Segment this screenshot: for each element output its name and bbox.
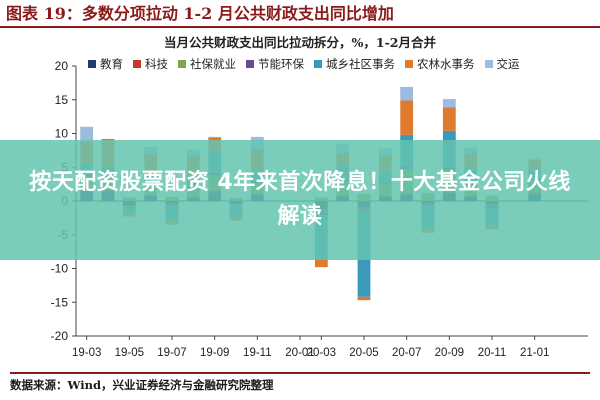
x-tick-label: 20-11: [478, 347, 507, 359]
article-banner-text[interactable]: 按天配资股票配资 4年来首次降息！十大基金公司火线解读: [29, 170, 571, 229]
x-tick-label: 19-07: [157, 347, 186, 359]
x-tick-label: 19-05: [115, 347, 144, 359]
y-tick-label: -15: [51, 295, 69, 309]
bar-segment: [80, 126, 94, 142]
legend-swatch: [484, 60, 493, 68]
bar-segment: [314, 259, 328, 268]
legend-label: 城乡社区事务: [326, 57, 395, 71]
x-tick-label: 19-03: [72, 347, 101, 359]
legend-item-4: 城乡社区事务: [314, 56, 395, 72]
legend-swatch: [178, 60, 186, 68]
figure-title: 图表 19：多数分项拉动 1-2 月公共财政支出同比增加: [0, 0, 600, 28]
article-banner-overlay[interactable]: 按天配资股票配资 4年来首次降息！十大基金公司火线解读: [0, 140, 600, 260]
x-tick-label: 20-09: [435, 347, 464, 359]
legend-swatch: [405, 60, 413, 68]
legend-swatch: [88, 60, 96, 68]
figure-source: 数据来源：Wind，兴业证券经济与金融研究院整理: [10, 372, 590, 398]
legend-item-6: 交运: [484, 56, 520, 72]
legend-swatch: [314, 60, 322, 68]
y-tick-label: 10: [55, 127, 69, 141]
legend-label: 社保就业: [190, 57, 236, 71]
y-tick-label: 15: [55, 93, 69, 107]
bar-segment: [400, 86, 414, 101]
legend-item-0: 教育: [88, 56, 123, 72]
legend-swatch: [133, 60, 141, 68]
legend-swatch: [246, 60, 254, 68]
x-tick-label: 20-01: [285, 347, 314, 359]
legend-item-2: 社保就业: [178, 56, 236, 72]
chart-title: 当月公共财政支出同比拉动拆分，%，1-2月合并: [164, 35, 436, 50]
source-rule: [10, 372, 590, 374]
x-tick-label: 20-07: [392, 347, 421, 359]
x-tick-label: 19-11: [243, 347, 272, 359]
x-tick-label: 20-03: [307, 347, 336, 359]
legend-item-5: 农林水事务: [405, 56, 475, 72]
legend-label: 节能环保: [258, 57, 304, 71]
legend-item-1: 科技: [133, 56, 168, 72]
y-tick-label: -10: [51, 262, 69, 276]
title-rule: [0, 26, 600, 28]
legend: 教育 科技 社保就业 节能环保 城乡社区事务 农林水事务 交运: [88, 56, 588, 72]
legend-item-3: 节能环保: [246, 56, 304, 72]
bar-segment: [442, 99, 456, 108]
bar-segment: [400, 100, 414, 135]
y-tick-label: -20: [51, 329, 69, 343]
x-tick-label: 20-05: [349, 347, 378, 359]
legend-label: 教育: [100, 57, 123, 71]
x-tick-label: 21-01: [520, 347, 549, 359]
bar-segment: [208, 136, 222, 138]
bar-segment: [442, 107, 456, 131]
legend-label: 交运: [496, 57, 520, 71]
x-tick-label: 19-09: [200, 347, 229, 359]
legend-label: 农林水事务: [417, 57, 475, 71]
y-tick-label: 20: [55, 59, 69, 73]
legend-label: 科技: [145, 57, 168, 71]
bar-segment: [357, 296, 371, 301]
